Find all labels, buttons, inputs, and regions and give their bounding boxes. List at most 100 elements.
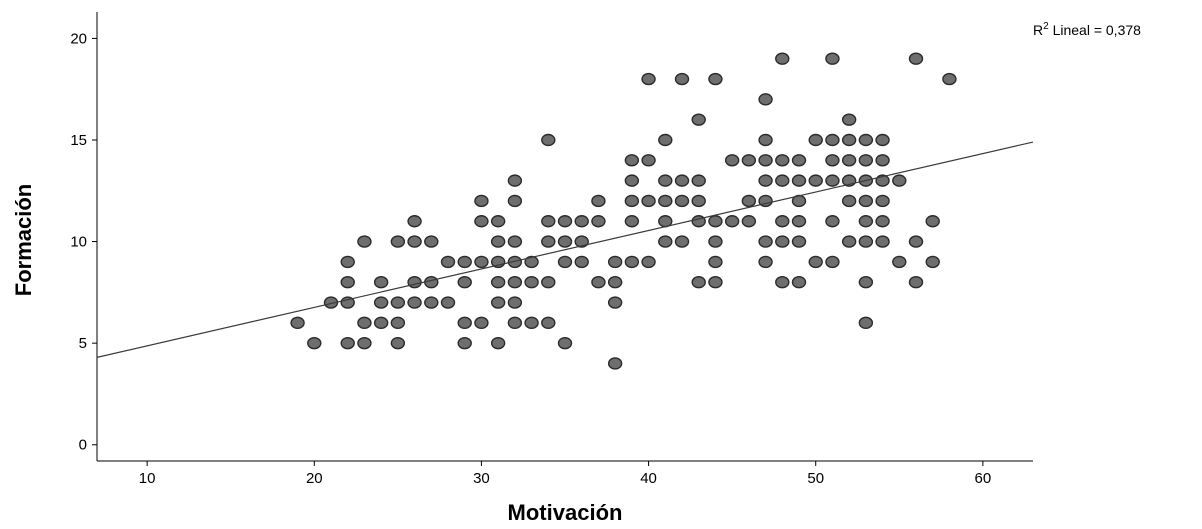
scatter-point [758, 255, 773, 269]
scatter-point [340, 255, 355, 269]
scatter-point [607, 296, 623, 309]
scatter-point [407, 296, 422, 309]
fit-line-layer [96, 141, 1034, 358]
y-tick-label: 5 [79, 335, 87, 352]
scatter-point [858, 194, 874, 208]
scatter-point [407, 215, 422, 228]
scatter-point [758, 93, 773, 106]
scatter-point [373, 276, 389, 289]
scatter-point [775, 235, 790, 248]
scatter-point [892, 255, 907, 269]
y-tick-label: 10 [70, 234, 87, 251]
scatter-point [591, 276, 606, 289]
ticks-layer: 10 20 30 40 50 60 0 5 10 15 20 [70, 30, 991, 487]
scatter-point [507, 296, 523, 309]
scatter-point [357, 235, 372, 248]
scatter-point [557, 336, 573, 350]
scatter-point [708, 255, 723, 269]
scatter-point [607, 255, 623, 269]
scatter-point [557, 235, 573, 248]
r-squared-text: Lineal = 0,378 [1049, 22, 1141, 38]
scatter-point [641, 154, 656, 167]
scatter-point [758, 154, 773, 167]
r-squared-annotation: R2 Lineal = 0,378 [1033, 21, 1141, 38]
scatter-point [841, 235, 857, 248]
scatter-point [490, 296, 506, 309]
scatter-point [574, 215, 589, 228]
points-layer [290, 52, 957, 370]
scatter-point [875, 215, 890, 228]
scatter-point [858, 154, 874, 167]
scatter-point [574, 255, 589, 269]
scatter-point [775, 215, 790, 228]
scatter-point [791, 235, 807, 248]
scatter-point [858, 235, 874, 248]
x-tick-label: 40 [640, 470, 657, 487]
scatter-point [507, 174, 523, 187]
scatter-point [407, 235, 422, 248]
x-tick-label: 50 [807, 470, 824, 487]
scatter-point [607, 276, 623, 289]
scatter-point [808, 174, 823, 187]
x-axis-title: Motivación [508, 500, 623, 525]
scatter-point [825, 52, 840, 65]
scatter-point [357, 336, 372, 350]
y-tick-label: 20 [70, 30, 87, 47]
scatter-point [674, 235, 690, 248]
scatter-point [424, 276, 439, 289]
scatter-point [825, 174, 840, 187]
scatter-point [841, 194, 857, 208]
scatter-point [390, 235, 406, 248]
scatter-point [591, 194, 606, 208]
scatter-point [791, 174, 807, 187]
scatter-point [524, 255, 539, 269]
scatter-point [624, 215, 640, 228]
scatter-point [457, 255, 472, 269]
scatter-point [808, 255, 823, 269]
scatter-point [507, 194, 523, 208]
scatter-point [775, 52, 790, 65]
scatter-point [574, 235, 589, 248]
scatter-point [758, 235, 773, 248]
scatter-point [791, 154, 807, 167]
scatter-point [390, 296, 406, 309]
scatter-point [875, 235, 890, 248]
scatter-point [841, 113, 857, 126]
scatter-point [808, 133, 823, 147]
scatter-point [490, 276, 506, 289]
scatter-point [490, 235, 506, 248]
scatter-point [624, 255, 640, 269]
scatter-point [507, 276, 523, 289]
scatter-point [908, 235, 924, 248]
scatter-point [875, 154, 890, 167]
scatter-point [524, 316, 539, 330]
scatter-point [507, 316, 523, 330]
scatter-point [658, 174, 673, 187]
scatter-point [708, 72, 723, 86]
scatter-point [474, 316, 489, 330]
scatter-point [641, 255, 656, 269]
scatter-point [691, 174, 706, 187]
scatter-point [557, 215, 573, 228]
scatter-point [624, 194, 640, 208]
scatter-point [307, 336, 322, 350]
scatter-point [373, 296, 389, 309]
scatter-point [541, 316, 556, 330]
scatter-point [892, 174, 907, 187]
scatter-point [457, 336, 472, 350]
scatter-point [825, 154, 840, 167]
scatter-point [457, 276, 472, 289]
scatter-point [942, 72, 957, 86]
scatter-point [541, 276, 556, 289]
axes-layer [96, 12, 1033, 462]
scatter-point [925, 255, 940, 269]
scatter-point [440, 255, 456, 269]
scatter-point [541, 235, 556, 248]
scatter-point [624, 154, 640, 167]
x-tick-label: 20 [306, 470, 323, 487]
y-axis-title: Formación [11, 184, 36, 296]
r-squared-superscript: 2 [1043, 21, 1049, 32]
scatter-point [674, 194, 690, 208]
scatter-point [641, 72, 656, 86]
